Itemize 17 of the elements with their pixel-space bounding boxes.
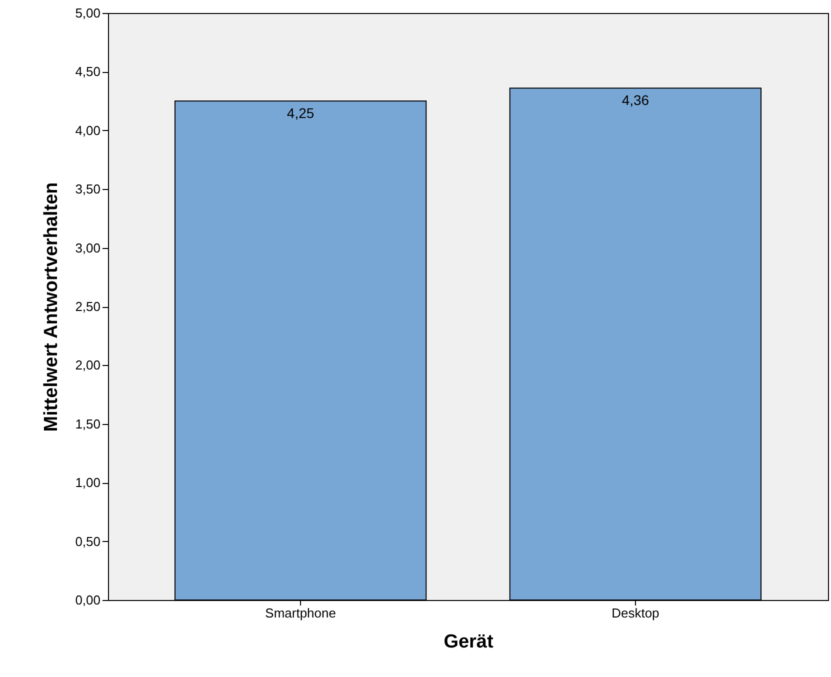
y-tick-label: 2,00	[75, 358, 100, 373]
y-tick-label: 5,00	[75, 6, 100, 20]
y-tick-label: 3,00	[75, 240, 100, 256]
y-tick-label: 4,00	[75, 122, 100, 138]
y-tick-label: 3,50	[75, 182, 100, 197]
data-label: 4,36	[622, 92, 650, 108]
data-label: 4,25	[286, 105, 314, 122]
x-tick-label: Desktop	[612, 606, 660, 620]
y-tick-label: 2,50	[75, 299, 100, 314]
y-tick-label: 1,50	[75, 416, 100, 432]
y-axis-title: Mittelwert Antwortverhalten	[41, 182, 62, 432]
x-axis-title: Gerät	[444, 632, 494, 652]
y-tick-label: 4,50	[75, 64, 100, 80]
y-tick-label: 1,00	[75, 475, 100, 490]
y-tick-label: 0,00	[75, 592, 100, 608]
y-tick-label: 0,50	[75, 534, 100, 549]
x-tick-label: Smartphone	[265, 606, 336, 620]
